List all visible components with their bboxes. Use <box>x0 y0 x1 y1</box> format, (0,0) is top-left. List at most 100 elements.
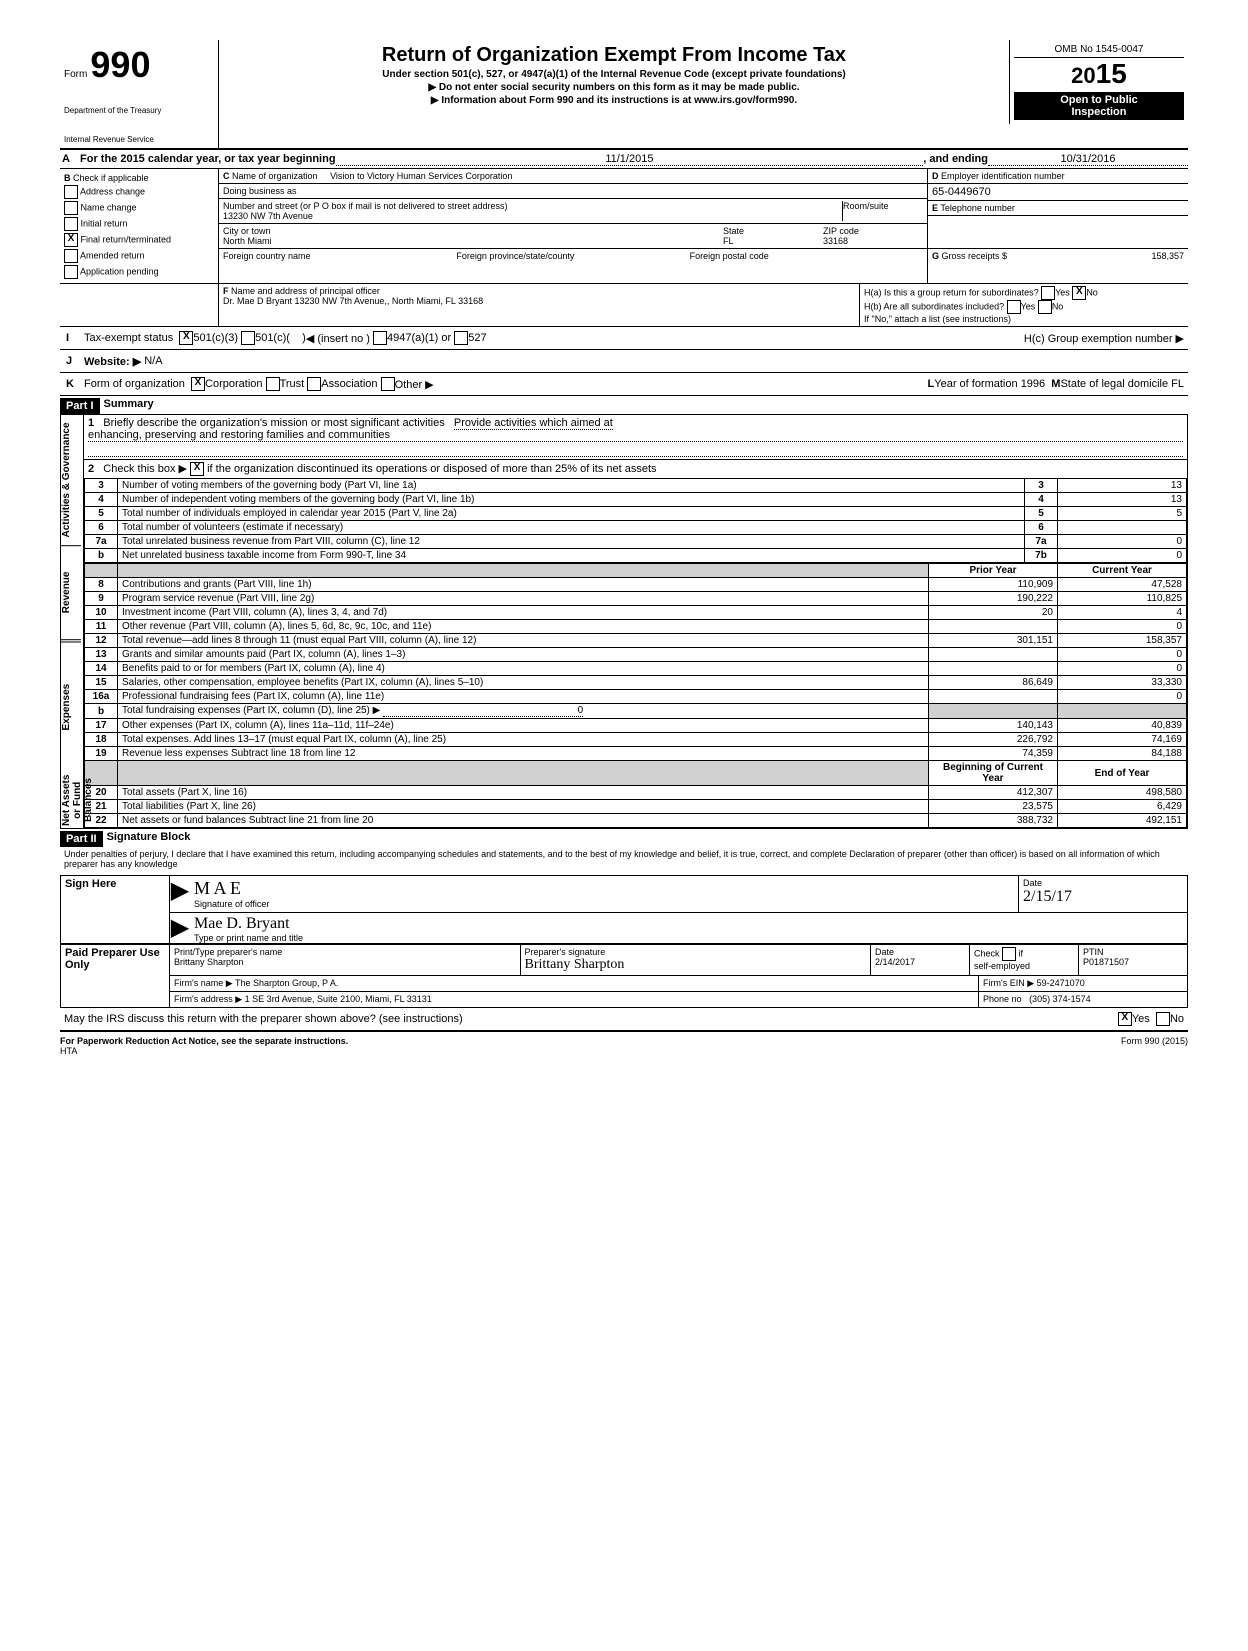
name-change: Name change <box>81 202 137 212</box>
tel-label: Telephone number <box>940 203 1015 213</box>
check-initial[interactable] <box>64 217 78 231</box>
ein-row: D Employer identification number <box>928 169 1188 184</box>
section-f-h: F Name and address of principal officer … <box>60 284 1188 327</box>
501c3-label: 501(c)(3) <box>193 332 238 344</box>
officer-val: Dr. Mae D Bryant 13230 NW 7th Avenue,, N… <box>223 296 855 306</box>
date-label: Date <box>1023 878 1183 888</box>
l16a-num: 16a <box>85 690 118 704</box>
l7a-val: 0 <box>1058 535 1187 549</box>
l3-num2: 3 <box>1025 479 1058 493</box>
form-label: Form <box>64 69 87 80</box>
l18-text: Total expenses. Add lines 13–17 (must eq… <box>118 733 929 747</box>
l6-num2: 6 <box>1025 521 1058 535</box>
l8-text: Contributions and grants (Part VIII, lin… <box>118 578 929 592</box>
addr-label: Number and street (or P O box if mail is… <box>223 201 842 211</box>
l1-num: 1 <box>88 417 94 429</box>
l22-py: 388,732 <box>929 814 1058 828</box>
check-amended[interactable] <box>64 249 78 263</box>
ein-val: 65-0449670 <box>928 184 1188 201</box>
header-info-grid: B Check if applicable Address change Nam… <box>60 169 1188 284</box>
check-corp[interactable]: X <box>191 377 205 391</box>
year-suffix: 15 <box>1096 58 1127 89</box>
l4-num2: 4 <box>1025 493 1058 507</box>
irs-no-check[interactable] <box>1156 1012 1170 1026</box>
l7b-text: Net unrelated business taxable income fr… <box>118 549 1025 563</box>
check-pending[interactable] <box>64 265 78 279</box>
zip-val: 33168 <box>823 236 923 246</box>
check-trust[interactable] <box>266 377 280 391</box>
check-501c[interactable] <box>241 331 255 345</box>
l5-num2: 5 <box>1025 507 1058 521</box>
row-8: 8Contributions and grants (Part VIII, li… <box>85 578 1187 592</box>
l7a-num2: 7a <box>1025 535 1058 549</box>
row-22: 22Net assets or fund balances Subtract l… <box>85 814 1187 828</box>
l2-text: Check this box ▶ <box>103 463 187 475</box>
hb-no[interactable] <box>1038 300 1052 314</box>
l20-py: 412,307 <box>929 786 1058 800</box>
check-name[interactable] <box>64 201 78 215</box>
hb-row: H(b) Are all subordinates included? Yes … <box>864 300 1184 314</box>
sign-here-label: Sign Here <box>61 876 170 943</box>
l21-py: 23,575 <box>929 800 1058 814</box>
l19-text: Revenue less expenses Subtract line 18 f… <box>118 747 929 761</box>
check-addr[interactable] <box>64 185 78 199</box>
check-final[interactable]: X <box>64 233 78 247</box>
initial-return: Initial return <box>81 218 128 228</box>
row-19: 19Revenue less expenses Subtract line 18… <box>85 747 1187 761</box>
perjury-text: Under penalties of perjury, I declare th… <box>60 847 1188 871</box>
vert-netassets: Net Assets or Fund Balances <box>61 772 81 828</box>
state-val: FL <box>723 236 823 246</box>
vert-governance: Activities & Governance <box>61 415 81 545</box>
hb-yes[interactable] <box>1007 300 1021 314</box>
ptin-val: P01871507 <box>1083 957 1183 967</box>
prep-date-label: Date <box>875 947 965 957</box>
ha-no[interactable]: X <box>1072 286 1086 300</box>
foreign-postal: Foreign postal code <box>690 251 923 261</box>
l13-num: 13 <box>85 648 118 662</box>
insert-no: ◀ (insert no ) <box>306 332 370 345</box>
sign-fields: ▶ M A E Signature of officer Date 2/15/1… <box>170 876 1187 943</box>
form-header: Form 990 Department of the Treasury Inte… <box>60 40 1188 150</box>
check-501c3[interactable]: X <box>179 331 193 345</box>
l1-val: Provide activities which aimed at <box>454 417 613 430</box>
l16a-py <box>929 690 1058 704</box>
firm-name-label: Firm's name ▶ <box>174 978 233 988</box>
label-k: K <box>64 378 84 390</box>
l19-num: 19 <box>85 747 118 761</box>
row-10: 10Investment income (Part VIII, column (… <box>85 606 1187 620</box>
l15-num: 15 <box>85 676 118 690</box>
phone-cell: Phone no (305) 374-1574 <box>979 992 1187 1007</box>
no-text2: No <box>1052 301 1064 311</box>
check-assoc[interactable] <box>307 377 321 391</box>
tax-year-end: 10/31/2016 <box>988 153 1188 166</box>
ha-yes[interactable] <box>1041 286 1055 300</box>
check-527[interactable] <box>454 331 468 345</box>
firm-addr-label: Firm's address ▶ <box>174 994 242 1004</box>
irs-yes-check[interactable]: X <box>1118 1012 1132 1026</box>
l10-py: 20 <box>929 606 1058 620</box>
l21-text: Total liabilities (Part X, line 26) <box>118 800 929 814</box>
row-17: 17Other expenses (Part IX, column (A), l… <box>85 719 1187 733</box>
l9-num: 9 <box>85 592 118 606</box>
check-4947[interactable] <box>373 331 387 345</box>
pra-text: For Paperwork Reduction Act Notice, see … <box>60 1036 348 1046</box>
l6-num: 6 <box>85 521 118 535</box>
prep-signature: Brittany Sharpton <box>525 957 867 973</box>
check-other[interactable] <box>381 377 395 391</box>
prep-row3: Firm's address ▶ 1 SE 3rd Avenue, Suite … <box>170 992 1187 1007</box>
l14-py <box>929 662 1058 676</box>
label-f: F <box>223 286 229 296</box>
vert-labels: Activities & Governance Revenue Expenses… <box>61 415 84 828</box>
form-title: Return of Organization Exempt From Incom… <box>227 44 1001 67</box>
l12-text: Total revenue—add lines 8 through 11 (mu… <box>118 634 929 648</box>
part1-body: Activities & Governance Revenue Expenses… <box>60 414 1188 829</box>
year-prefix: 20 <box>1071 63 1095 88</box>
check-self-emp[interactable] <box>1002 947 1016 961</box>
501c-label: 501(c) <box>255 332 286 344</box>
l2-check[interactable]: X <box>190 462 204 476</box>
row-6: 6Total number of volunteers (estimate if… <box>85 521 1187 535</box>
part1-label: Part I <box>60 398 100 414</box>
l18-py: 226,792 <box>929 733 1058 747</box>
sig-officer-label: Signature of officer <box>194 899 1014 909</box>
row-11: 11Other revenue (Part VIII, column (A), … <box>85 620 1187 634</box>
